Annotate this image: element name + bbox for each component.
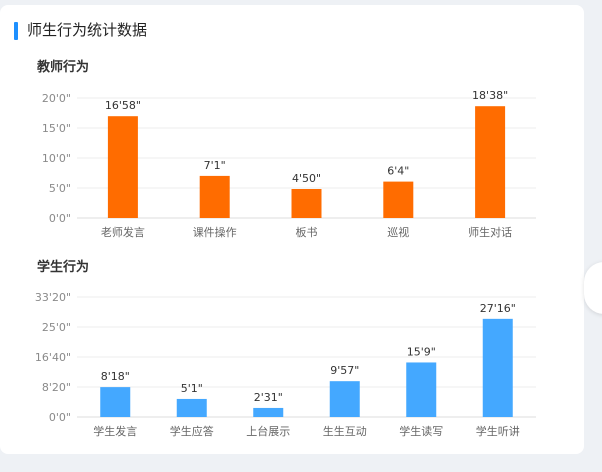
student-ytick-label: 16'40" [35, 351, 71, 364]
teacher-behavior-chart: 0'0" 5'0" 10'0" 15'0" 20'0" 16'58" 老师发言 7'1" 课件操… [42, 89, 536, 239]
teacher-value-label: 16'58" [105, 99, 141, 112]
student-value-label: 2'31" [254, 391, 283, 404]
student-chart-title: 学生行为 [37, 260, 90, 275]
student-value-label: 5'1" [181, 382, 203, 395]
student-category-label: 学生读写 [399, 424, 443, 438]
student-bar[interactable] [406, 362, 437, 417]
teacher-bar[interactable] [199, 175, 230, 218]
teacher-category-label: 巡视 [387, 225, 409, 239]
teacher-ytick-label: 5'0" [49, 182, 71, 195]
student-bar[interactable] [329, 381, 360, 417]
teacher-ytick-label: 0'0" [49, 212, 71, 225]
student-behavior-chart: 0'0" 8'20" 16'40" 25'0" 33'20" 8'18" 学生发言 5'1" 学… [35, 291, 536, 438]
student-bar[interactable] [482, 318, 513, 417]
student-ytick-label: 0'0" [49, 411, 71, 424]
stats-card: 师生行为统计数据 教师行为 0'0" 5'0" 10'0" 15'0" 20'0" 16'… [0, 5, 584, 454]
teacher-category-label: 板书 [296, 225, 318, 239]
page-title: 师生行为统计数据 [27, 21, 148, 39]
teacher-category-label: 课件操作 [193, 225, 237, 239]
teacher-ytick-label: 15'0" [42, 122, 71, 135]
student-category-label: 学生发言 [93, 424, 137, 438]
student-category-label: 生生互动 [323, 424, 367, 438]
teacher-bar[interactable] [107, 116, 138, 218]
student-value-label: 15'9" [407, 345, 436, 358]
teacher-value-label: 4'50" [292, 172, 321, 185]
student-ytick-label: 25'0" [42, 321, 71, 334]
teacher-ytick-label: 20'0" [42, 92, 71, 105]
teacher-category-label: 师生对话 [468, 225, 512, 239]
title-accent-bar [14, 22, 18, 40]
teacher-chart-title: 教师行为 [37, 60, 90, 75]
student-category-label: 学生应答 [170, 424, 214, 438]
teacher-value-label: 7'1" [204, 159, 226, 172]
student-ytick-label: 33'20" [35, 291, 71, 304]
teacher-bar[interactable] [291, 189, 322, 218]
student-category-label: 上台展示 [246, 424, 290, 438]
teacher-value-label: 18'38" [472, 89, 508, 102]
student-bar[interactable] [176, 398, 207, 417]
teacher-bar[interactable] [383, 181, 414, 218]
teacher-value-label: 6'4" [387, 165, 409, 178]
teacher-ytick-label: 10'0" [42, 152, 71, 165]
student-value-label: 8'18" [101, 370, 130, 383]
side-toggle-button[interactable] [584, 262, 602, 314]
teacher-category-label: 老师发言 [101, 225, 145, 239]
student-category-label: 学生听讲 [476, 424, 520, 438]
student-bar[interactable] [253, 407, 284, 417]
student-bar[interactable] [100, 387, 131, 417]
student-value-label: 9'57" [330, 364, 359, 377]
student-ytick-label: 8'20" [42, 381, 71, 394]
student-value-label: 27'16" [480, 302, 516, 315]
teacher-bar[interactable] [475, 106, 506, 218]
